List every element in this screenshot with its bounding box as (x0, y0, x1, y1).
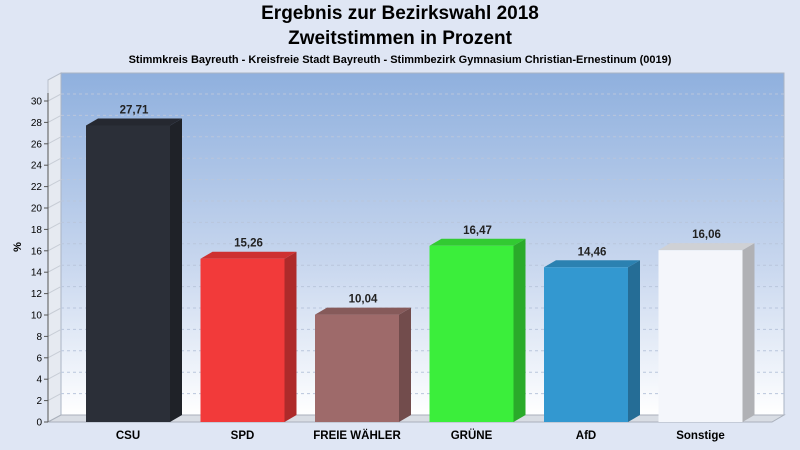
y-tick-label: 6 (36, 353, 42, 364)
x-axis: CSU SPD FREIE WÄHLER GRÜNE AfD Sonstige (116, 429, 725, 442)
y-tick-label: 2 (36, 396, 42, 407)
bar-side (628, 260, 640, 422)
y-tick-label: 22 (31, 182, 43, 193)
x-tick-label: AfD (576, 430, 596, 442)
y-tick-label: 16 (31, 246, 43, 257)
bar-front (429, 245, 514, 422)
bar-top (658, 243, 755, 251)
chart-subtitle: Zweitstimmen in Prozent (288, 28, 512, 49)
y-tick-label: 8 (36, 332, 42, 343)
bar-side (399, 307, 411, 422)
y-tick-label: 24 (31, 161, 43, 172)
bar-side (284, 251, 297, 422)
x-tick-label: CSU (116, 430, 140, 442)
bar-front (658, 250, 743, 422)
bar-value-label: 15,26 (234, 238, 263, 250)
bar-side (513, 238, 526, 422)
bar-afd: 14,46 (544, 246, 640, 422)
bar-value-label: 14,46 (578, 246, 607, 258)
bar-front (315, 314, 399, 422)
x-tick-label: FREIE WÄHLER (313, 429, 401, 442)
y-tick-label: 26 (31, 139, 43, 150)
bar-csu: 27,71 (86, 105, 182, 423)
bar-side (742, 243, 755, 422)
chart-caption: Stimmkreis Bayreuth - Kreisfreie Stadt B… (128, 54, 672, 66)
y-tick-label: 18 (31, 225, 43, 236)
bar-grüne: 16,47 (429, 225, 526, 422)
bar-top (86, 118, 182, 126)
bar-side (170, 118, 182, 423)
bar-value-label: 27,71 (120, 105, 149, 117)
y-tick-label: 10 (31, 311, 43, 322)
bars: 27,71 15,26 10,04 16,47 14,46 16,06 (86, 105, 755, 423)
bar-value-label: 16,06 (692, 229, 721, 241)
y-tick-label: 0 (36, 418, 42, 429)
x-tick-label: GRÜNE (451, 429, 493, 442)
y-tick-label: 12 (31, 289, 43, 300)
y-tick-label: 4 (36, 375, 42, 386)
bar-spd: 15,26 (200, 238, 297, 422)
bar-sonstige: 16,06 (658, 229, 755, 422)
y-tick-label: 30 (31, 97, 43, 108)
x-tick-label: Sonstige (676, 430, 725, 442)
chart-title: Ergebnis zur Bezirkswahl 2018 (261, 3, 539, 24)
bar-freie-wähler: 10,04 (315, 294, 411, 422)
x-tick-label: SPD (231, 430, 255, 442)
bar-value-label: 16,47 (463, 225, 492, 237)
bar-top (200, 251, 297, 259)
bar-top (315, 307, 411, 315)
bar-front (200, 258, 285, 422)
y-tick-label: 14 (31, 268, 43, 279)
bar-top (544, 260, 640, 268)
bar-top (429, 238, 526, 246)
bar-front (86, 125, 170, 423)
y-tick-label: 28 (31, 118, 43, 129)
y-axis-label: % (12, 242, 24, 252)
bar-front (544, 267, 628, 422)
y-tick-label: 20 (31, 204, 43, 215)
bar-value-label: 10,04 (349, 294, 378, 306)
